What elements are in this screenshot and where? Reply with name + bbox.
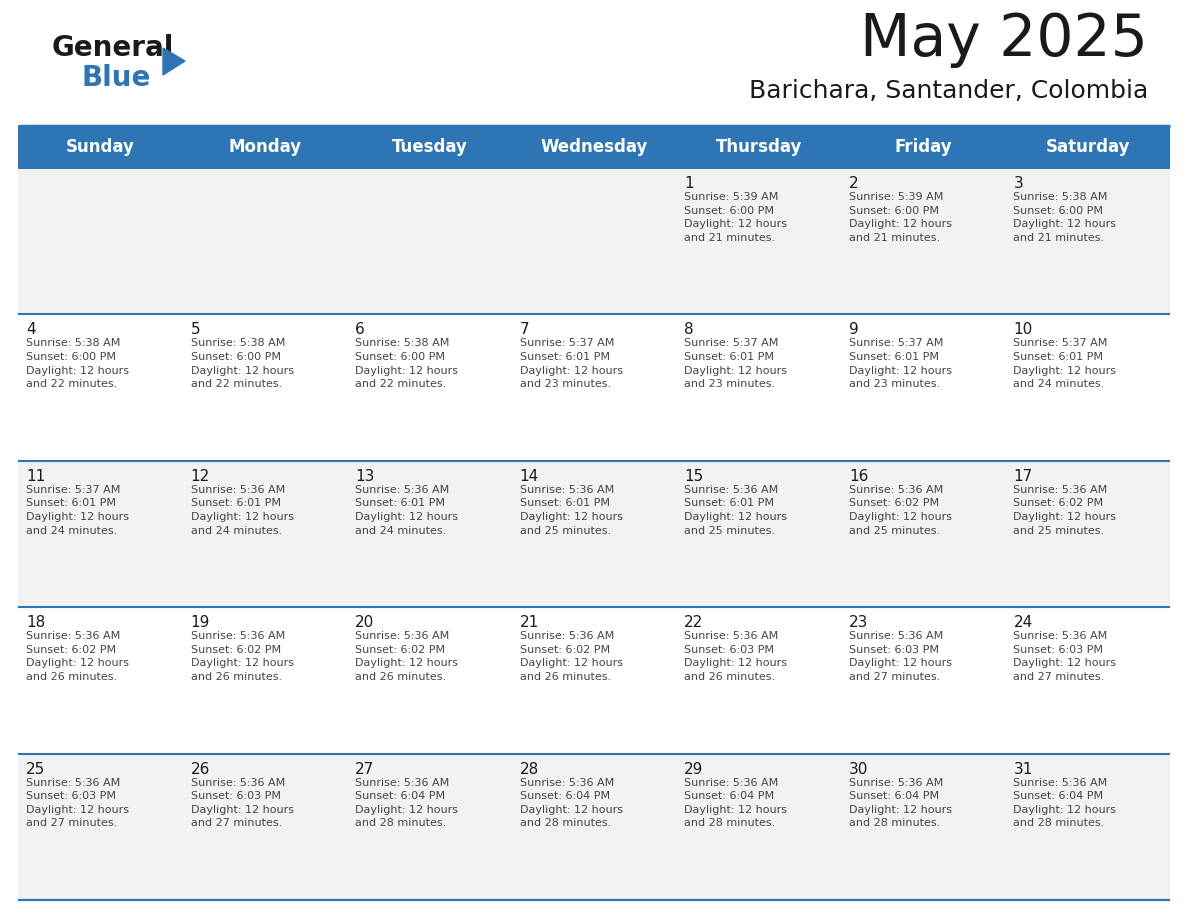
Bar [18,461,1170,607]
Text: 3: 3 [1013,176,1023,191]
Text: Sunrise: 5:36 AM
Sunset: 6:03 PM
Daylight: 12 hours
and 26 minutes.: Sunrise: 5:36 AM Sunset: 6:03 PM Dayligh… [684,632,788,682]
Text: Sunrise: 5:36 AM
Sunset: 6:04 PM
Daylight: 12 hours
and 28 minutes.: Sunrise: 5:36 AM Sunset: 6:04 PM Dayligh… [1013,778,1117,828]
Text: 8: 8 [684,322,694,338]
Text: Sunrise: 5:36 AM
Sunset: 6:02 PM
Daylight: 12 hours
and 25 minutes.: Sunrise: 5:36 AM Sunset: 6:02 PM Dayligh… [1013,485,1117,535]
Text: 27: 27 [355,762,374,777]
Text: Tuesday: Tuesday [392,138,467,156]
Text: 10: 10 [1013,322,1032,338]
Text: 14: 14 [519,469,539,484]
Text: 23: 23 [849,615,868,630]
Text: 9: 9 [849,322,859,338]
Text: 22: 22 [684,615,703,630]
Text: Sunrise: 5:37 AM
Sunset: 6:01 PM
Daylight: 12 hours
and 23 minutes.: Sunrise: 5:37 AM Sunset: 6:01 PM Dayligh… [684,339,788,389]
Text: Sunrise: 5:37 AM
Sunset: 6:01 PM
Daylight: 12 hours
and 23 minutes.: Sunrise: 5:37 AM Sunset: 6:01 PM Dayligh… [849,339,952,389]
Text: Sunrise: 5:36 AM
Sunset: 6:02 PM
Daylight: 12 hours
and 26 minutes.: Sunrise: 5:36 AM Sunset: 6:02 PM Dayligh… [355,632,459,682]
Text: Sunrise: 5:37 AM
Sunset: 6:01 PM
Daylight: 12 hours
and 24 minutes.: Sunrise: 5:37 AM Sunset: 6:01 PM Dayligh… [26,485,129,535]
Text: 17: 17 [1013,469,1032,484]
Bar [18,168,1170,314]
Text: 5: 5 [190,322,201,338]
Text: Sunrise: 5:36 AM
Sunset: 6:03 PM
Daylight: 12 hours
and 27 minutes.: Sunrise: 5:36 AM Sunset: 6:03 PM Dayligh… [26,778,129,828]
Text: 25: 25 [26,762,45,777]
Text: 12: 12 [190,469,210,484]
Text: 4: 4 [26,322,36,338]
Text: 11: 11 [26,469,45,484]
Text: Thursday: Thursday [715,138,802,156]
Text: Monday: Monday [228,138,302,156]
Text: Sunrise: 5:36 AM
Sunset: 6:04 PM
Daylight: 12 hours
and 28 minutes.: Sunrise: 5:36 AM Sunset: 6:04 PM Dayligh… [519,778,623,828]
Text: 1: 1 [684,176,694,191]
Text: Sunrise: 5:36 AM
Sunset: 6:02 PM
Daylight: 12 hours
and 26 minutes.: Sunrise: 5:36 AM Sunset: 6:02 PM Dayligh… [519,632,623,682]
Text: Sunrise: 5:38 AM
Sunset: 6:00 PM
Daylight: 12 hours
and 22 minutes.: Sunrise: 5:38 AM Sunset: 6:00 PM Dayligh… [190,339,293,389]
Text: 21: 21 [519,615,539,630]
Text: 6: 6 [355,322,365,338]
Text: Sunrise: 5:36 AM
Sunset: 6:04 PM
Daylight: 12 hours
and 28 minutes.: Sunrise: 5:36 AM Sunset: 6:04 PM Dayligh… [849,778,952,828]
Text: 28: 28 [519,762,539,777]
Text: 2: 2 [849,176,859,191]
Text: Sunrise: 5:36 AM
Sunset: 6:01 PM
Daylight: 12 hours
and 24 minutes.: Sunrise: 5:36 AM Sunset: 6:01 PM Dayligh… [190,485,293,535]
Text: 19: 19 [190,615,210,630]
Text: Sunrise: 5:38 AM
Sunset: 6:00 PM
Daylight: 12 hours
and 21 minutes.: Sunrise: 5:38 AM Sunset: 6:00 PM Dayligh… [1013,192,1117,242]
Text: Friday: Friday [895,138,952,156]
Text: Wednesday: Wednesday [541,138,647,156]
Text: Blue: Blue [82,64,151,92]
Polygon shape [163,48,185,75]
Text: 31: 31 [1013,762,1032,777]
Text: Saturday: Saturday [1045,138,1130,156]
Text: Sunrise: 5:36 AM
Sunset: 6:04 PM
Daylight: 12 hours
and 28 minutes.: Sunrise: 5:36 AM Sunset: 6:04 PM Dayligh… [684,778,788,828]
Text: 20: 20 [355,615,374,630]
Text: Sunrise: 5:36 AM
Sunset: 6:01 PM
Daylight: 12 hours
and 25 minutes.: Sunrise: 5:36 AM Sunset: 6:01 PM Dayligh… [519,485,623,535]
Text: Sunrise: 5:36 AM
Sunset: 6:02 PM
Daylight: 12 hours
and 25 minutes.: Sunrise: 5:36 AM Sunset: 6:02 PM Dayligh… [849,485,952,535]
Text: Sunrise: 5:36 AM
Sunset: 6:01 PM
Daylight: 12 hours
and 25 minutes.: Sunrise: 5:36 AM Sunset: 6:01 PM Dayligh… [684,485,788,535]
Text: Sunrise: 5:36 AM
Sunset: 6:04 PM
Daylight: 12 hours
and 28 minutes.: Sunrise: 5:36 AM Sunset: 6:04 PM Dayligh… [355,778,459,828]
Text: Sunrise: 5:39 AM
Sunset: 6:00 PM
Daylight: 12 hours
and 21 minutes.: Sunrise: 5:39 AM Sunset: 6:00 PM Dayligh… [849,192,952,242]
Text: 24: 24 [1013,615,1032,630]
Text: Sunrise: 5:36 AM
Sunset: 6:03 PM
Daylight: 12 hours
and 27 minutes.: Sunrise: 5:36 AM Sunset: 6:03 PM Dayligh… [190,778,293,828]
Text: Sunrise: 5:37 AM
Sunset: 6:01 PM
Daylight: 12 hours
and 24 minutes.: Sunrise: 5:37 AM Sunset: 6:01 PM Dayligh… [1013,339,1117,389]
Text: 13: 13 [355,469,374,484]
Text: Sunrise: 5:38 AM
Sunset: 6:00 PM
Daylight: 12 hours
and 22 minutes.: Sunrise: 5:38 AM Sunset: 6:00 PM Dayligh… [355,339,459,389]
Text: 30: 30 [849,762,868,777]
Text: Sunrise: 5:38 AM
Sunset: 6:00 PM
Daylight: 12 hours
and 22 minutes.: Sunrise: 5:38 AM Sunset: 6:00 PM Dayligh… [26,339,129,389]
Text: General: General [52,34,175,62]
Text: Sunrise: 5:36 AM
Sunset: 6:03 PM
Daylight: 12 hours
and 27 minutes.: Sunrise: 5:36 AM Sunset: 6:03 PM Dayligh… [1013,632,1117,682]
Bar [18,607,1170,754]
Bar [18,754,1170,900]
Bar [18,314,1170,461]
Text: 29: 29 [684,762,703,777]
Text: Sunrise: 5:36 AM
Sunset: 6:02 PM
Daylight: 12 hours
and 26 minutes.: Sunrise: 5:36 AM Sunset: 6:02 PM Dayligh… [26,632,129,682]
Text: Sunrise: 5:37 AM
Sunset: 6:01 PM
Daylight: 12 hours
and 23 minutes.: Sunrise: 5:37 AM Sunset: 6:01 PM Dayligh… [519,339,623,389]
Text: 15: 15 [684,469,703,484]
Text: 18: 18 [26,615,45,630]
Text: Sunrise: 5:36 AM
Sunset: 6:02 PM
Daylight: 12 hours
and 26 minutes.: Sunrise: 5:36 AM Sunset: 6:02 PM Dayligh… [190,632,293,682]
Text: Barichara, Santander, Colombia: Barichara, Santander, Colombia [748,79,1148,103]
Text: May 2025: May 2025 [860,11,1148,68]
Text: Sunrise: 5:36 AM
Sunset: 6:03 PM
Daylight: 12 hours
and 27 minutes.: Sunrise: 5:36 AM Sunset: 6:03 PM Dayligh… [849,632,952,682]
Text: 7: 7 [519,322,530,338]
Text: Sunrise: 5:36 AM
Sunset: 6:01 PM
Daylight: 12 hours
and 24 minutes.: Sunrise: 5:36 AM Sunset: 6:01 PM Dayligh… [355,485,459,535]
Text: 26: 26 [190,762,210,777]
Text: Sunrise: 5:39 AM
Sunset: 6:00 PM
Daylight: 12 hours
and 21 minutes.: Sunrise: 5:39 AM Sunset: 6:00 PM Dayligh… [684,192,788,242]
Text: Sunday: Sunday [65,138,134,156]
Bar [18,126,1170,168]
Text: 16: 16 [849,469,868,484]
